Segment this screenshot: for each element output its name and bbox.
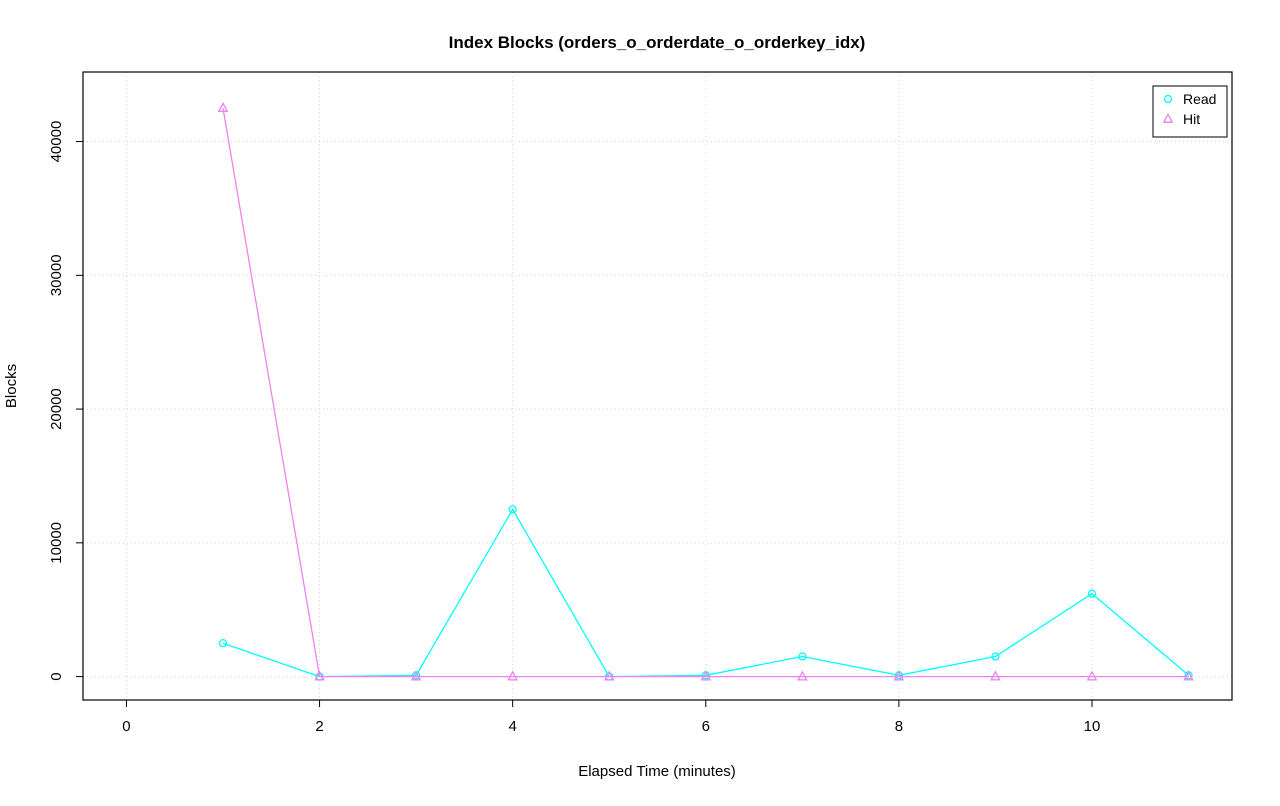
legend: Read Hit: [1152, 85, 1228, 138]
hit-marker-icon: [507, 670, 518, 681]
hit-marker-icon: [797, 670, 808, 681]
hit-marker-icon: [603, 670, 615, 681]
read-marker-icon: [1087, 589, 1097, 598]
read-marker-icon: [991, 652, 1000, 661]
plot-border: [82, 71, 1233, 701]
legend-label-read: Read: [1183, 91, 1216, 107]
read-marker-icon: [798, 652, 807, 661]
hit-marker-icon: [700, 670, 712, 681]
chart-title: Index Blocks (orders_o_orderdate_o_order…: [449, 33, 866, 52]
y-tick-label: 40000: [48, 121, 65, 163]
y-tick-label: 0: [48, 672, 65, 680]
hit-marker-icon: [893, 670, 905, 681]
x-tick-label: 10: [1084, 718, 1101, 735]
hit-marker-icon: [990, 670, 1001, 681]
plot-area: 0 2 4 6 8 10 0 10000 20000 30000 40000: [48, 71, 1233, 735]
hit-marker-icon: [1086, 670, 1098, 681]
y-tick-label: 30000: [48, 254, 65, 296]
hit-marker-icon: [1162, 112, 1174, 123]
x-tick-label: 8: [895, 718, 903, 735]
hit-marker-icon: [1183, 670, 1194, 681]
hit-marker-icon: [314, 670, 325, 681]
x-tick-label: 2: [315, 718, 323, 735]
read-marker-icon: [1163, 94, 1173, 104]
y-tick-label: 10000: [48, 522, 65, 564]
x-tick-label: 6: [702, 718, 710, 735]
hit-marker-icon: [410, 670, 422, 681]
x-tick-label: 0: [122, 718, 130, 735]
hit-marker-icon: [217, 101, 229, 112]
x-axis-label: Elapsed Time (minutes): [578, 763, 736, 780]
y-tick-label: 20000: [48, 388, 65, 430]
series-line-hit: [222, 107, 1189, 678]
read-marker-icon: [508, 505, 517, 514]
y-axis-label: Blocks: [3, 364, 20, 408]
read-marker-icon: [218, 639, 228, 648]
legend-label-hit: Hit: [1183, 111, 1200, 127]
x-tick-label: 4: [508, 718, 516, 735]
legend-box: [1152, 85, 1228, 138]
series-line-read: [222, 508, 1190, 678]
